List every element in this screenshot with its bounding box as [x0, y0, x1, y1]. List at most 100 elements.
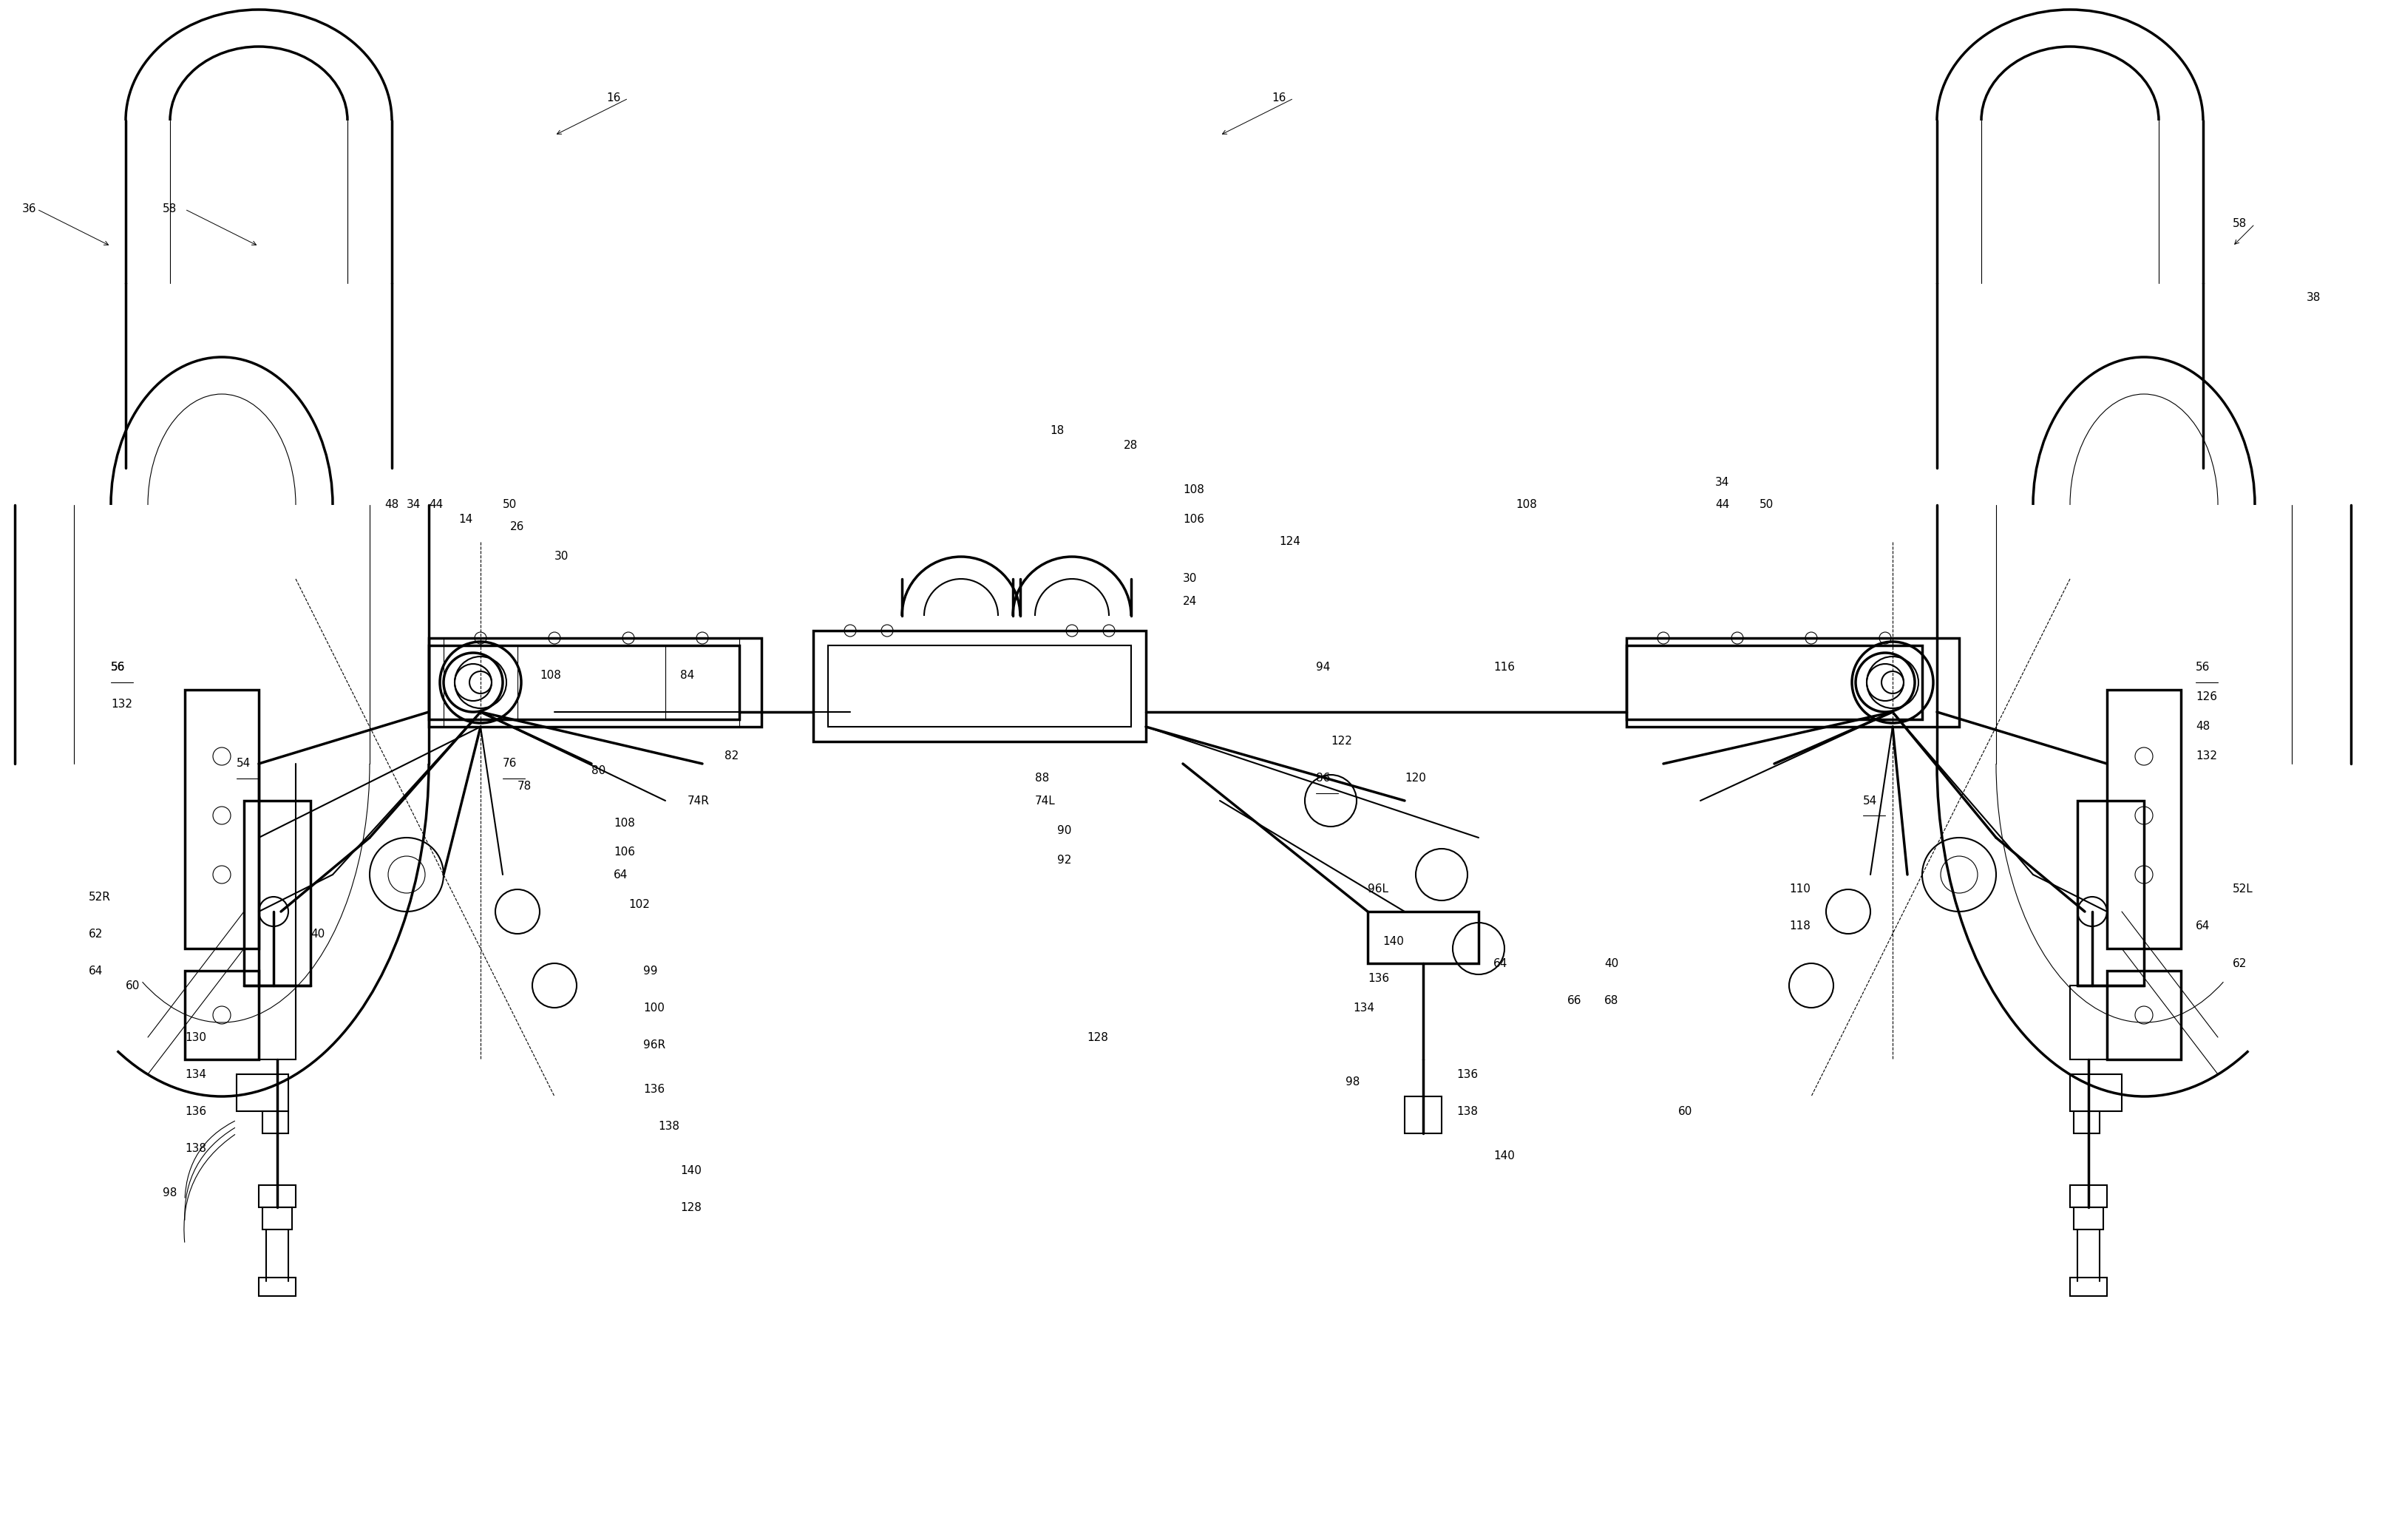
Text: 136: 136: [185, 1106, 206, 1116]
Bar: [2070, 1075, 2121, 1112]
Text: 56: 56: [110, 662, 125, 673]
Text: 14: 14: [458, 514, 473, 525]
Text: 84: 84: [681, 670, 693, 681]
Bar: [185, 690, 259, 949]
Text: 110: 110: [1790, 884, 1811, 895]
Bar: [429, 645, 739, 719]
Text: 116: 116: [1492, 662, 1514, 673]
Text: 48: 48: [384, 499, 398, 510]
Text: 16: 16: [607, 92, 621, 103]
Text: 78: 78: [518, 781, 533, 792]
Text: 38: 38: [2305, 293, 2320, 303]
Text: 54: 54: [1864, 795, 1878, 807]
Text: 26: 26: [511, 522, 525, 533]
Text: 34: 34: [405, 499, 420, 510]
Bar: [828, 645, 1130, 727]
Text: 136: 136: [1456, 1069, 1478, 1080]
Text: 88: 88: [1034, 773, 1048, 784]
Bar: [185, 970, 259, 1060]
Text: 132: 132: [2195, 752, 2217, 762]
Text: 100: 100: [643, 1003, 665, 1013]
Bar: [813, 631, 1147, 742]
Text: 24: 24: [1183, 596, 1197, 607]
Text: 40: 40: [309, 929, 324, 939]
Text: 108: 108: [1183, 485, 1204, 496]
Text: 64: 64: [89, 966, 103, 976]
Text: 58: 58: [2233, 219, 2248, 229]
Text: 50: 50: [504, 499, 516, 510]
Text: 30: 30: [554, 551, 569, 562]
Text: 44: 44: [1715, 499, 1730, 510]
Text: 60: 60: [125, 979, 139, 992]
Text: 106: 106: [1183, 514, 1204, 525]
Text: 52R: 52R: [89, 892, 110, 902]
Text: 28: 28: [1123, 440, 1137, 451]
Text: 68: 68: [1605, 995, 1619, 1006]
Text: 130: 130: [185, 1032, 206, 1043]
Bar: [2106, 690, 2181, 949]
Text: 64: 64: [1492, 958, 1507, 969]
Bar: [429, 638, 760, 727]
Text: 34: 34: [1715, 477, 1730, 488]
Text: 126: 126: [2195, 691, 2217, 702]
Text: 86: 86: [1317, 773, 1331, 784]
Text: 134: 134: [185, 1069, 206, 1080]
Text: 56: 56: [2195, 662, 2209, 673]
Bar: [2078, 801, 2145, 986]
Text: 136: 136: [1367, 973, 1389, 984]
Bar: [1367, 912, 1478, 964]
Text: 18: 18: [1051, 425, 1065, 436]
Text: 80: 80: [593, 765, 605, 776]
Text: 98: 98: [1346, 1076, 1360, 1087]
Text: 60: 60: [1679, 1106, 1694, 1116]
Text: 118: 118: [1790, 921, 1811, 932]
Bar: [261, 1112, 288, 1133]
Bar: [2070, 986, 2106, 1060]
Text: 54: 54: [238, 758, 252, 770]
Text: 50: 50: [1758, 499, 1773, 510]
Text: 82: 82: [724, 752, 739, 762]
Bar: [259, 1186, 295, 1207]
Text: 140: 140: [1382, 936, 1403, 947]
Bar: [1627, 645, 1922, 719]
Text: 138: 138: [185, 1143, 206, 1153]
Text: 58: 58: [163, 203, 178, 214]
Text: 108: 108: [614, 818, 636, 829]
Bar: [259, 1278, 295, 1297]
Text: 108: 108: [1516, 499, 1538, 510]
Text: 102: 102: [629, 899, 650, 910]
Text: 48: 48: [2195, 721, 2209, 733]
Text: 138: 138: [657, 1121, 679, 1132]
Text: 44: 44: [429, 499, 444, 510]
Bar: [238, 1075, 288, 1112]
Text: 64: 64: [2195, 921, 2209, 932]
Bar: [2106, 970, 2181, 1060]
Bar: [245, 801, 309, 986]
Text: 64: 64: [614, 869, 629, 881]
Text: 140: 140: [1492, 1150, 1514, 1161]
Bar: [1406, 1096, 1442, 1133]
Text: 134: 134: [1353, 1003, 1375, 1013]
Text: 120: 120: [1406, 773, 1425, 784]
Text: 36: 36: [22, 203, 36, 214]
Text: 136: 136: [643, 1084, 665, 1095]
Bar: [2073, 1112, 2099, 1133]
Text: 66: 66: [1567, 995, 1581, 1006]
Text: 98: 98: [163, 1187, 178, 1198]
Bar: [2073, 1207, 2104, 1229]
Text: 128: 128: [1087, 1032, 1108, 1043]
Text: 62: 62: [2233, 958, 2248, 969]
Bar: [259, 986, 295, 1060]
Text: 128: 128: [681, 1201, 701, 1214]
Text: 106: 106: [614, 847, 636, 858]
Text: 62: 62: [89, 929, 103, 939]
Text: 94: 94: [1317, 662, 1331, 673]
Text: 96L: 96L: [1367, 884, 1389, 895]
Text: 138: 138: [1456, 1106, 1478, 1116]
Text: 16: 16: [1271, 92, 1286, 103]
Text: 124: 124: [1279, 536, 1300, 547]
Text: 108: 108: [540, 670, 561, 681]
Bar: [2070, 1186, 2106, 1207]
Text: 122: 122: [1331, 736, 1353, 747]
Text: 52L: 52L: [2233, 884, 2253, 895]
